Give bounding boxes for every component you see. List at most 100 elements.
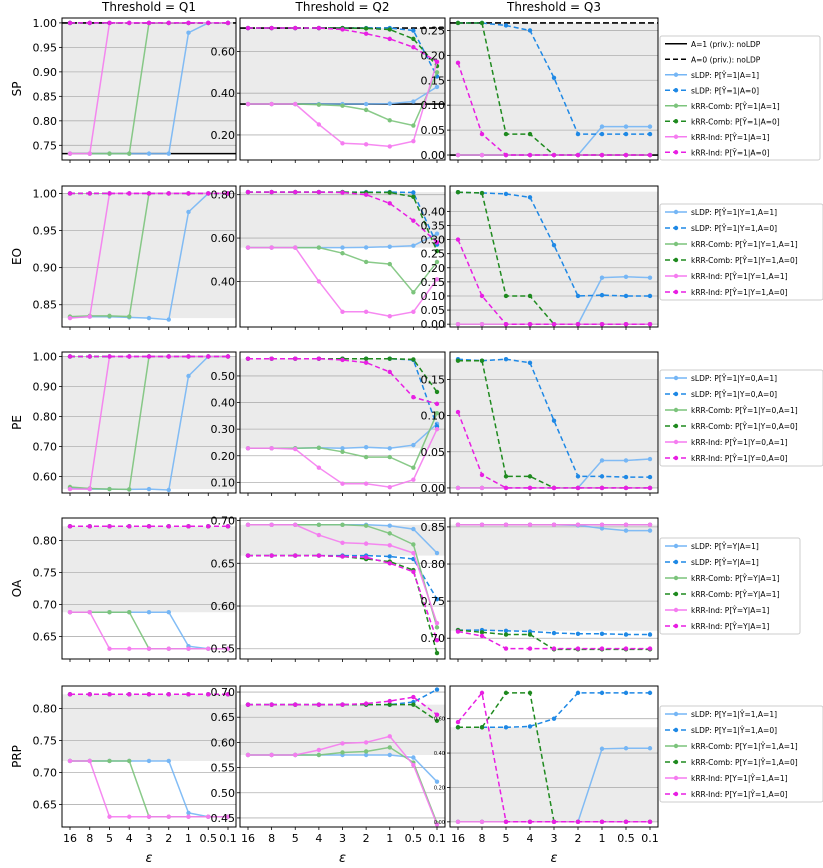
subplot-oa-1: 0.65 0.70 0.75 0.80: [33, 517, 237, 662]
data-point: [411, 442, 416, 448]
data-point: [127, 354, 132, 359]
data-point: [575, 690, 581, 696]
data-point: [527, 28, 533, 33]
y-tick-label: 0.40: [211, 87, 236, 100]
y-tick-label: 0.00: [421, 149, 446, 162]
data-point: [107, 814, 112, 819]
data-point: [434, 625, 440, 630]
x-tick-label: 1: [185, 832, 192, 845]
legend-marker: [673, 711, 679, 717]
data-point: [316, 747, 322, 753]
legend-marker: [673, 150, 679, 155]
data-point: [647, 131, 653, 137]
y-tick-label: 0.60: [211, 736, 236, 749]
data-point: [186, 646, 191, 651]
data-point: [599, 631, 605, 636]
legend-label: kRR-Comb: P[Ŷ=Y|A=1]: [691, 574, 780, 583]
legend-label: kRR-Comb: P[Ŷ=1|A=1]: [691, 102, 780, 111]
legend-label: kRR-Comb: P[Ŷ=1|A=0]: [691, 117, 780, 126]
data-point: [623, 474, 629, 480]
legend-marker: [673, 375, 679, 381]
data-point: [455, 409, 461, 415]
y-tick-label: 0.10: [421, 410, 446, 423]
data-point: [575, 152, 581, 158]
data-point: [87, 610, 92, 615]
data-point: [146, 315, 152, 321]
data-point: [527, 632, 533, 637]
subplot-prp-2: 0.45 0.50 0.55 0.60 0.65 0.70 16 8 5 4 3 2 1 0.5 0.1: [211, 685, 446, 845]
data-point: [387, 27, 392, 32]
data-point: [434, 596, 440, 602]
data-point: [107, 191, 112, 196]
data-point: [455, 522, 461, 527]
data-point: [479, 190, 485, 196]
data-point: [225, 20, 231, 26]
y-tick-label: 0.90: [33, 66, 58, 79]
data-point: [387, 36, 392, 42]
x-tick-label: 1: [599, 832, 606, 845]
axes-frame: [61, 685, 237, 828]
legend-marker: [673, 273, 679, 279]
data-point: [269, 522, 274, 528]
data-point: [503, 293, 509, 299]
data-point: [455, 358, 461, 363]
data-point: [647, 632, 653, 637]
legend-marker: [673, 72, 679, 77]
y-tick-label: 0.90: [33, 262, 58, 275]
data-point: [166, 646, 171, 651]
data-point: [647, 321, 653, 327]
data-point: [87, 151, 92, 156]
subplot-oa-3: 0.70 0.75 0.80 0.85: [421, 517, 659, 662]
data-point: [434, 410, 440, 416]
data-point: [387, 369, 392, 375]
data-point: [434, 259, 440, 265]
data-point: [647, 522, 653, 527]
data-point: [551, 646, 557, 651]
data-point: [316, 245, 322, 250]
data-point: [387, 244, 392, 249]
data-point: [599, 152, 605, 158]
legend-marker: [673, 575, 679, 581]
data-point: [67, 692, 73, 697]
y-tick-label: 0.05: [421, 124, 446, 137]
data-point: [434, 687, 440, 692]
data-point: [551, 819, 557, 825]
data-point: [411, 139, 416, 144]
legend-marker: [673, 439, 679, 445]
data-point: [411, 702, 416, 707]
data-point: [623, 485, 629, 491]
data-point: [434, 779, 440, 784]
data-point: [575, 131, 581, 137]
data-point: [293, 553, 298, 558]
data-point: [363, 752, 369, 758]
data-point: [316, 356, 322, 361]
data-point: [363, 309, 369, 315]
data-point: [455, 152, 461, 158]
series-line: [457, 191, 650, 297]
data-point: [293, 752, 298, 758]
data-point: [293, 446, 298, 452]
data-point: [146, 486, 152, 492]
y-tick-label: 0.70: [211, 515, 236, 528]
data-point: [455, 819, 461, 825]
data-point: [245, 553, 251, 558]
data-point: [411, 194, 416, 200]
data-point: [107, 151, 112, 156]
data-point: [411, 465, 416, 470]
data-point: [206, 692, 211, 697]
data-point: [479, 20, 485, 26]
data-point: [434, 822, 440, 827]
series-line: [457, 358, 650, 478]
data-point: [316, 532, 322, 538]
data-point: [67, 191, 73, 196]
shaded-range: [450, 359, 658, 488]
x-tick-label: 5: [292, 832, 299, 845]
data-point: [623, 746, 629, 751]
y-tick-label: 0.05: [421, 446, 446, 459]
data-point: [340, 27, 345, 32]
data-point: [479, 725, 485, 730]
data-point: [87, 524, 92, 529]
data-point: [455, 20, 461, 26]
data-point: [623, 124, 629, 129]
data-point: [67, 758, 73, 764]
